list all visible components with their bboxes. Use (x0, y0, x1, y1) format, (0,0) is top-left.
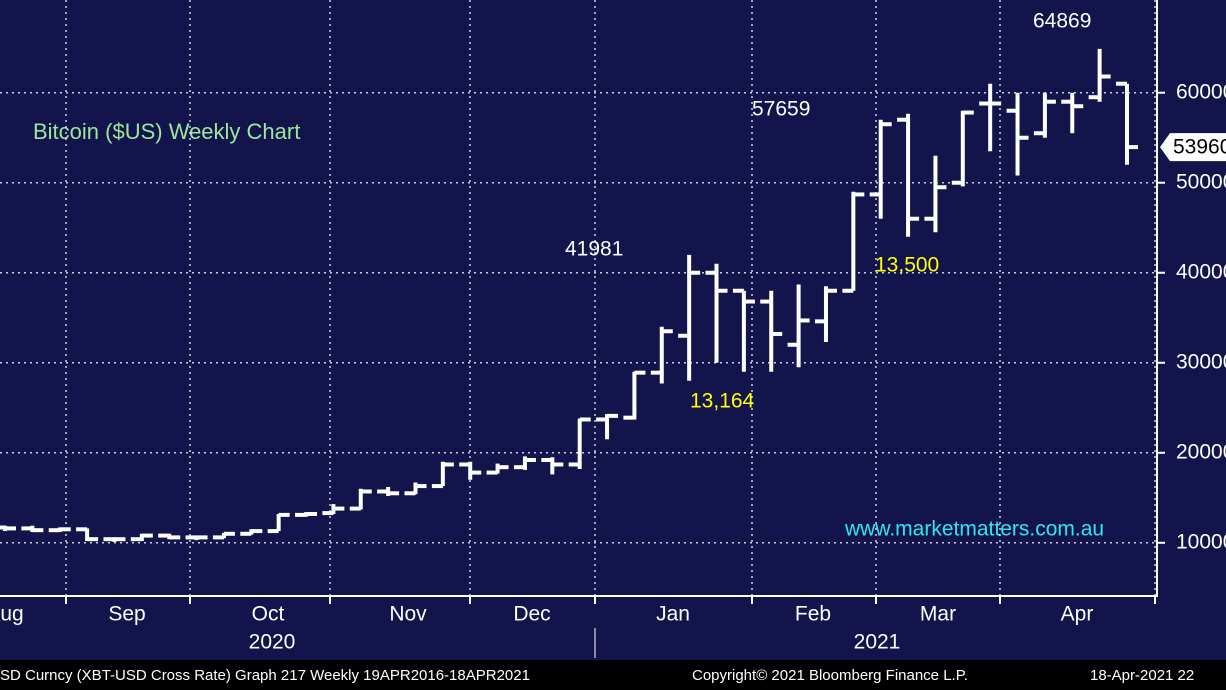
watermark: www.marketmatters.com.au (844, 518, 1104, 541)
annotation: 13,164 (690, 390, 755, 413)
year-label: 2020 (249, 631, 296, 654)
y-tick-label: 10000 (1176, 530, 1226, 553)
x-tick-label: Apr (1061, 603, 1094, 626)
x-tick-label: Oct (252, 603, 285, 626)
annotation: 64869 (1033, 10, 1091, 33)
year-label: 2021 (854, 631, 901, 654)
plot-background (0, 0, 1226, 660)
chart-title: Bitcoin ($US) Weekly Chart (33, 119, 300, 144)
y-tick-label: 20000 (1176, 440, 1226, 463)
annotation: 41981 (565, 238, 623, 261)
x-tick-label: Aug (0, 603, 24, 626)
footer-right: 18-Apr-2021 22 (1090, 667, 1194, 684)
last-price-box (1160, 133, 1226, 162)
last-price-label: 53960 (1173, 136, 1226, 159)
y-tick-label: 30000 (1176, 350, 1226, 373)
annotation: 13,500 (875, 254, 939, 277)
y-tick-label: 50000 (1176, 170, 1226, 193)
footer-center: Copyright© 2021 Bloomberg Finance L.P. (692, 667, 968, 684)
x-tick-label: Nov (389, 603, 427, 626)
x-tick-label: Sep (108, 603, 145, 626)
annotation: 57659 (752, 98, 810, 121)
footer-background (0, 660, 1226, 690)
x-tick-label: Dec (513, 603, 550, 626)
x-tick-label: Mar (920, 603, 956, 626)
y-tick-label: 40000 (1176, 260, 1226, 283)
x-tick-label: Feb (795, 603, 831, 626)
y-tick-label: 60000 (1176, 80, 1226, 103)
footer-left: SD Curncy (XBT-USD Cross Rate) Graph 217… (0, 667, 530, 684)
x-tick-label: Jan (656, 603, 690, 626)
